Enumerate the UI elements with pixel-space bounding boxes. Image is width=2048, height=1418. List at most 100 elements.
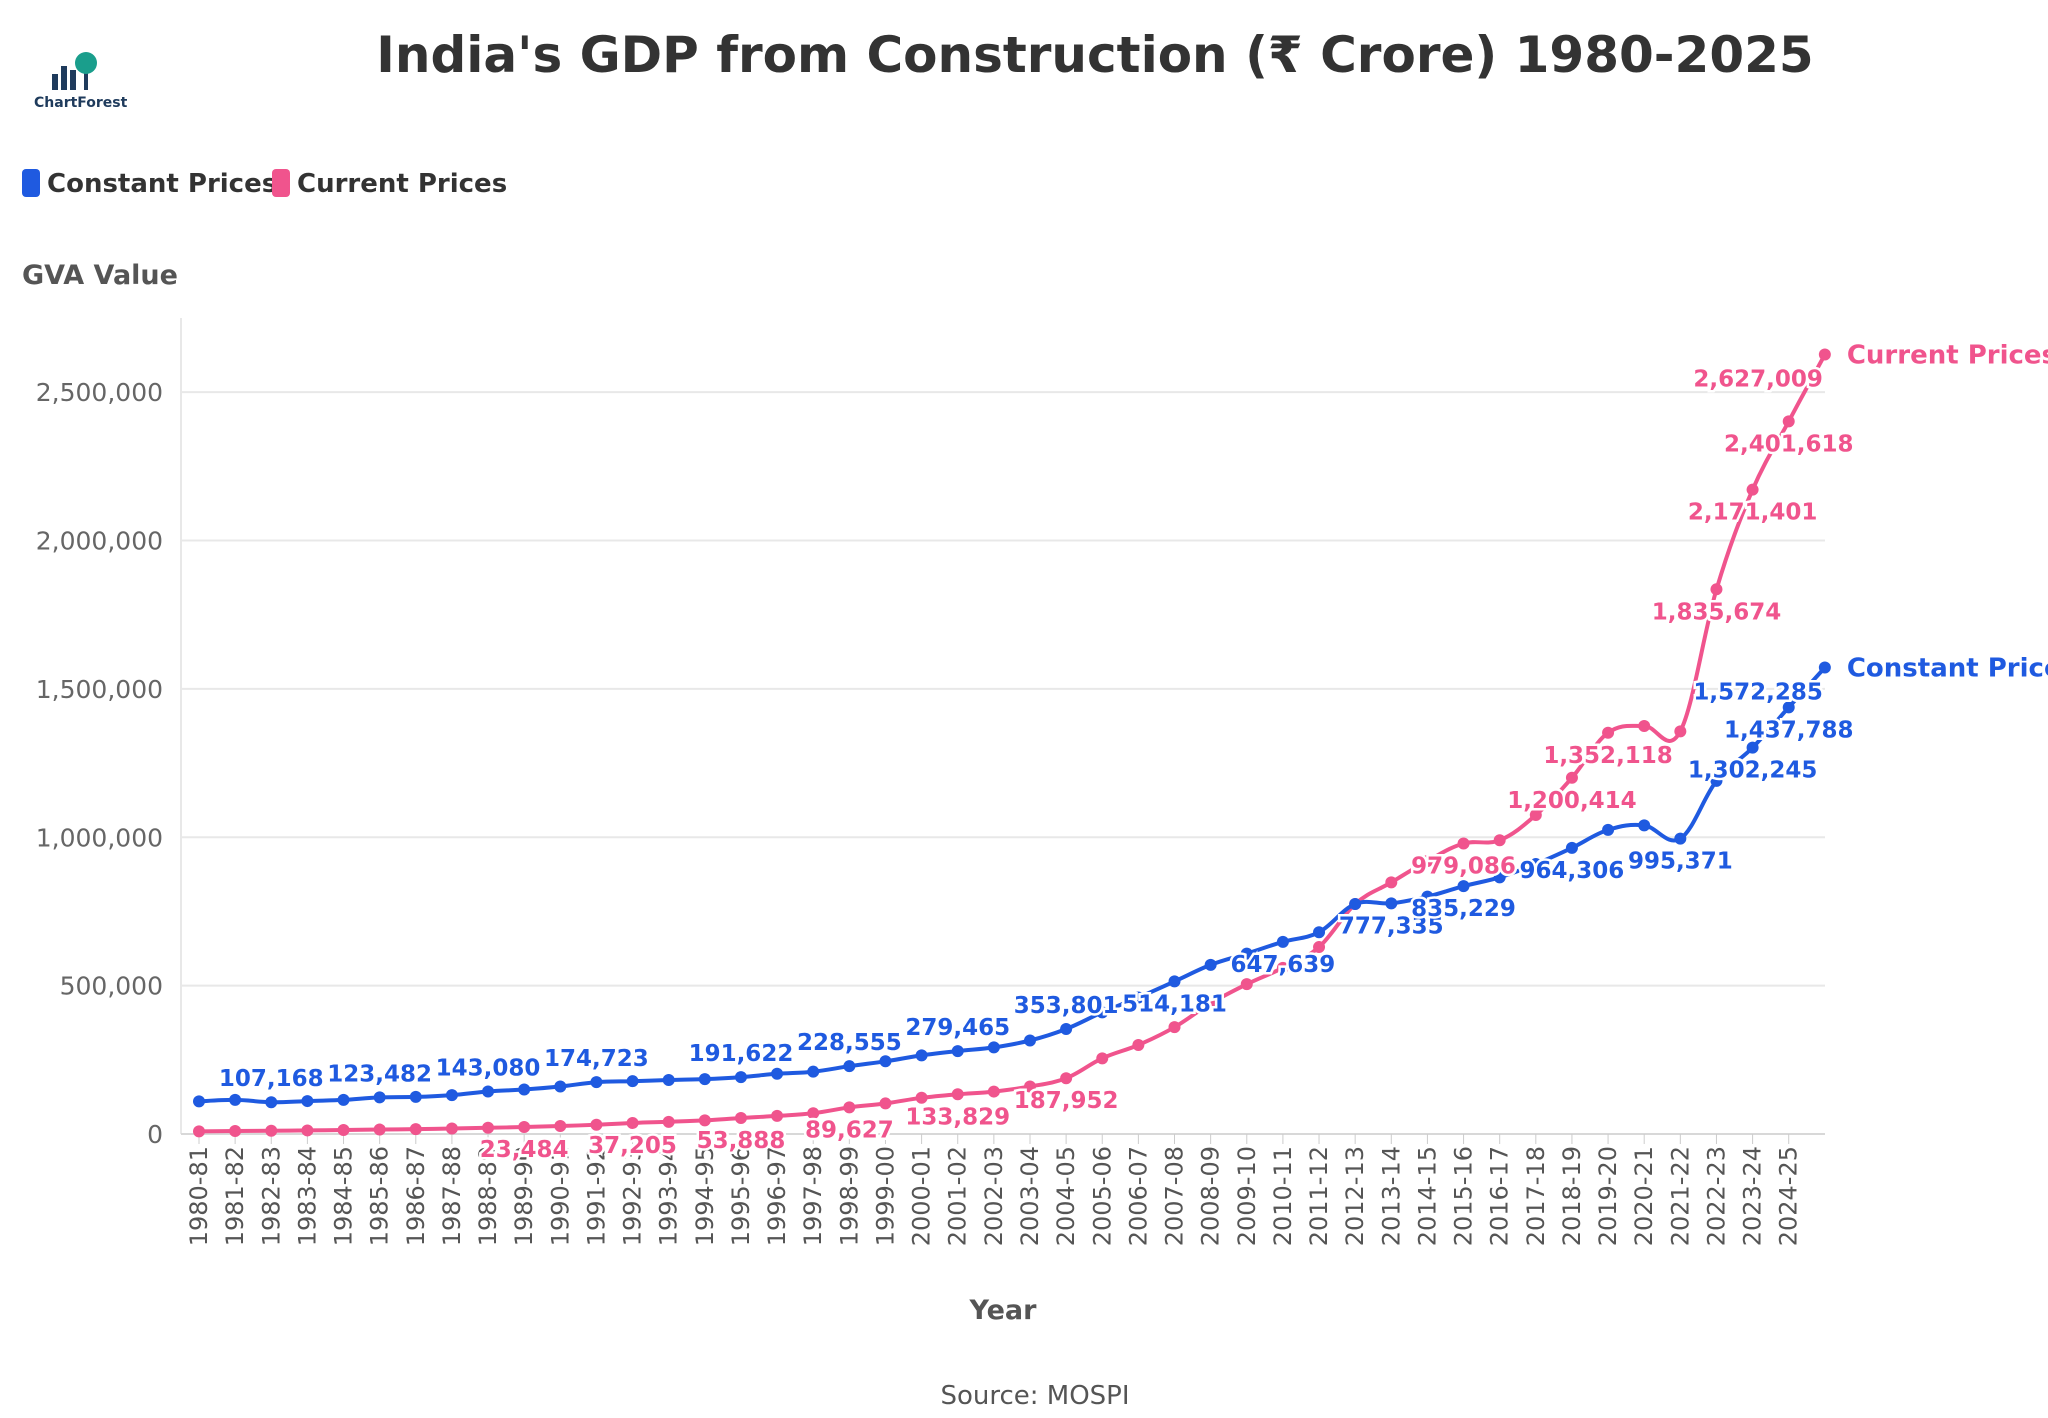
data-point-current[interactable] bbox=[771, 1109, 784, 1122]
data-point-current[interactable] bbox=[734, 1112, 747, 1125]
data-point-constant[interactable] bbox=[518, 1083, 531, 1096]
data-point-constant[interactable] bbox=[193, 1095, 205, 1108]
data-point-constant[interactable] bbox=[1349, 898, 1362, 911]
data-point-current[interactable] bbox=[229, 1125, 242, 1138]
data-point-current[interactable] bbox=[1493, 834, 1506, 847]
data-point-constant[interactable] bbox=[229, 1093, 242, 1106]
data-point-current[interactable] bbox=[445, 1122, 458, 1135]
data-point-constant[interactable] bbox=[1204, 958, 1217, 971]
data-point-constant[interactable] bbox=[662, 1073, 675, 1086]
data-point-current[interactable] bbox=[1204, 997, 1217, 1010]
data-point-constant[interactable] bbox=[1529, 857, 1542, 870]
data-point-constant[interactable] bbox=[1023, 1034, 1036, 1047]
data-point-current[interactable] bbox=[1132, 1038, 1145, 1051]
data-point-constant[interactable] bbox=[1096, 1006, 1109, 1019]
data-point-current[interactable] bbox=[1638, 720, 1651, 732]
legend-swatch-current bbox=[272, 169, 290, 197]
data-point-current[interactable] bbox=[1276, 961, 1289, 974]
data-point-constant[interactable] bbox=[771, 1067, 784, 1080]
data-point-constant[interactable] bbox=[1132, 991, 1145, 1004]
legend-item-current[interactable]: Current Prices bbox=[272, 169, 507, 199]
data-point-constant[interactable] bbox=[373, 1091, 386, 1104]
data-point-current[interactable] bbox=[1313, 941, 1326, 954]
data-point-current[interactable] bbox=[409, 1123, 422, 1136]
data-point-constant[interactable] bbox=[1240, 947, 1253, 960]
data-point-current[interactable] bbox=[626, 1116, 639, 1129]
data-point-constant[interactable] bbox=[1421, 890, 1434, 903]
data-point-current[interactable] bbox=[1710, 583, 1723, 596]
data-point-current[interactable] bbox=[1782, 415, 1795, 428]
data-point-current[interactable] bbox=[1023, 1080, 1036, 1093]
data-label-constant: 777,335 bbox=[1339, 913, 1444, 939]
data-point-current[interactable] bbox=[373, 1123, 386, 1136]
data-point-constant[interactable] bbox=[1168, 975, 1181, 988]
data-point-current[interactable] bbox=[1240, 978, 1253, 991]
chartforest-logo: ChartForest bbox=[34, 52, 128, 111]
data-point-constant[interactable] bbox=[1276, 935, 1289, 948]
data-point-current[interactable] bbox=[301, 1124, 314, 1137]
legend-item-constant[interactable]: Constant Prices bbox=[22, 169, 277, 199]
data-point-constant[interactable] bbox=[1602, 823, 1615, 836]
data-point-current[interactable] bbox=[662, 1115, 675, 1128]
data-point-constant[interactable] bbox=[1060, 1023, 1073, 1036]
data-point-constant[interactable] bbox=[951, 1045, 964, 1058]
data-point-constant[interactable] bbox=[1565, 841, 1578, 854]
data-point-current[interactable] bbox=[1565, 771, 1578, 784]
data-point-current[interactable] bbox=[1818, 348, 1831, 361]
data-point-constant[interactable] bbox=[879, 1055, 892, 1068]
data-point-constant[interactable] bbox=[1818, 661, 1831, 674]
data-point-constant[interactable] bbox=[1638, 819, 1651, 832]
data-point-current[interactable] bbox=[1529, 809, 1542, 822]
data-point-current[interactable] bbox=[1421, 855, 1434, 868]
data-label-current: 1,352,118 bbox=[1543, 743, 1673, 769]
data-point-constant[interactable] bbox=[482, 1085, 495, 1098]
data-point-constant[interactable] bbox=[1746, 741, 1759, 754]
data-point-constant[interactable] bbox=[987, 1041, 1000, 1054]
data-point-current[interactable] bbox=[554, 1119, 567, 1132]
data-point-current[interactable] bbox=[879, 1097, 892, 1110]
data-point-current[interactable] bbox=[843, 1101, 856, 1114]
data-point-constant[interactable] bbox=[554, 1080, 567, 1093]
data-point-current[interactable] bbox=[1674, 725, 1687, 738]
data-point-constant[interactable] bbox=[301, 1095, 314, 1108]
data-point-constant[interactable] bbox=[1493, 871, 1506, 884]
data-point-current[interactable] bbox=[1457, 837, 1470, 850]
data-point-current[interactable] bbox=[915, 1091, 928, 1104]
data-point-current[interactable] bbox=[265, 1124, 278, 1137]
data-point-constant[interactable] bbox=[409, 1090, 422, 1103]
data-point-constant[interactable] bbox=[843, 1060, 856, 1073]
data-point-constant[interactable] bbox=[337, 1093, 350, 1106]
data-point-current[interactable] bbox=[590, 1118, 603, 1131]
data-point-current[interactable] bbox=[807, 1107, 820, 1120]
data-point-current[interactable] bbox=[987, 1085, 1000, 1098]
data-point-current[interactable] bbox=[193, 1125, 205, 1138]
data-point-current[interactable] bbox=[337, 1123, 350, 1136]
data-point-constant[interactable] bbox=[915, 1049, 928, 1062]
data-point-constant[interactable] bbox=[1782, 701, 1795, 714]
data-point-current[interactable] bbox=[1746, 483, 1759, 496]
data-point-constant[interactable] bbox=[1674, 832, 1687, 845]
data-point-constant[interactable] bbox=[807, 1065, 820, 1078]
data-point-constant[interactable] bbox=[265, 1096, 278, 1109]
data-point-constant[interactable] bbox=[626, 1075, 639, 1088]
data-point-constant[interactable] bbox=[698, 1073, 711, 1086]
data-point-constant[interactable] bbox=[1457, 880, 1470, 893]
data-point-current[interactable] bbox=[1060, 1072, 1073, 1085]
data-point-constant[interactable] bbox=[1385, 897, 1398, 910]
data-point-current[interactable] bbox=[951, 1088, 964, 1101]
data-point-current[interactable] bbox=[1168, 1021, 1181, 1034]
x-tick-label: 2012-13 bbox=[1341, 1146, 1369, 1246]
data-point-constant[interactable] bbox=[590, 1076, 603, 1089]
data-point-current[interactable] bbox=[698, 1114, 711, 1127]
data-point-current[interactable] bbox=[1385, 876, 1398, 889]
source-note: Source: MOSPI bbox=[940, 1381, 1129, 1411]
data-point-current[interactable] bbox=[518, 1121, 531, 1134]
data-point-constant[interactable] bbox=[734, 1071, 747, 1084]
data-point-constant[interactable] bbox=[1710, 774, 1723, 787]
data-point-constant[interactable] bbox=[445, 1089, 458, 1102]
data-point-current[interactable] bbox=[1096, 1052, 1109, 1065]
data-point-current[interactable] bbox=[1602, 726, 1615, 739]
x-tick-label: 2004-05 bbox=[1052, 1146, 1080, 1246]
data-point-constant[interactable] bbox=[1313, 926, 1326, 939]
data-point-current[interactable] bbox=[482, 1121, 495, 1134]
